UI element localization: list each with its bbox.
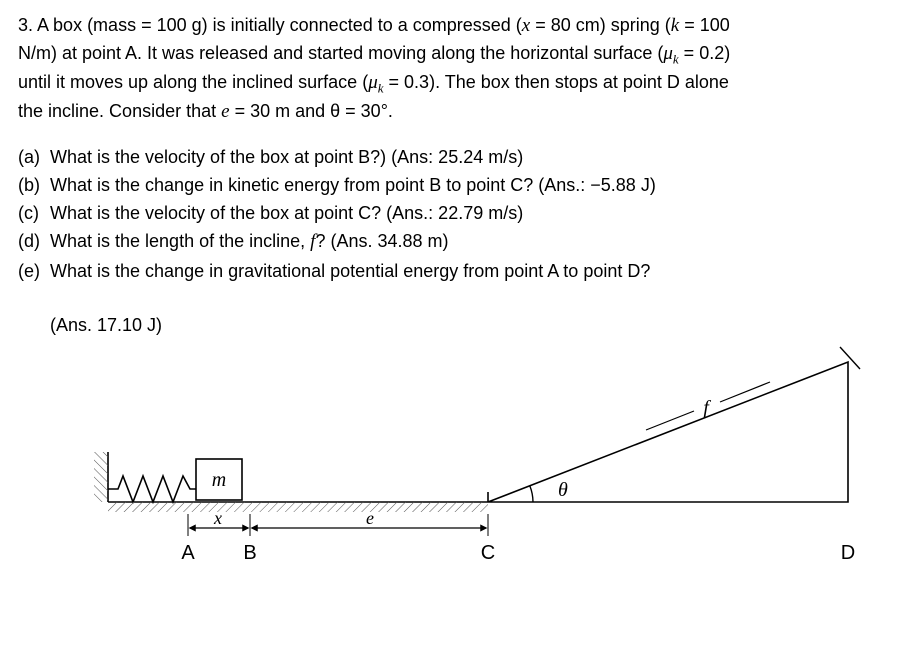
label-theta: θ: [558, 479, 568, 501]
horizontal-hatch: [108, 502, 488, 512]
t-p4d: .: [388, 101, 393, 121]
t-mu1val: 0.2: [699, 43, 724, 63]
part-question: What is the change in kinetic energy fro…: [50, 172, 902, 198]
part-e: (e) What is the change in gravitational …: [18, 258, 902, 284]
t-p1b: ) is initially connected to a compressed…: [202, 15, 522, 35]
part-question: What is the length of the incline, f? (A…: [50, 228, 902, 256]
t-mu1: μ: [663, 43, 673, 64]
leader-f-down: [646, 411, 694, 430]
part-c: (c) What is the velocity of the box at p…: [18, 200, 902, 226]
part-label: (a): [18, 144, 50, 170]
t-mu2: μ: [368, 72, 378, 93]
problem-statement: 3. A box (mass = 100 g) is initially con…: [18, 12, 902, 126]
wall-hatch: [94, 452, 108, 502]
spring-icon: [108, 476, 196, 502]
t-mass: 100 g: [157, 15, 202, 35]
t-evar: e: [221, 101, 229, 122]
part-question: What is the velocity of the box at point…: [50, 144, 902, 170]
t-p2c: ): [724, 43, 730, 63]
part-label: (d): [18, 228, 50, 256]
t-p2a: N/m) at point A. It was released and sta…: [18, 43, 663, 63]
part-question: What is the velocity of the box at point…: [50, 200, 902, 226]
problem-number: 3.: [18, 15, 33, 35]
t-p3a: until it moves up along the inclined sur…: [18, 72, 368, 92]
theta-arc: [530, 486, 533, 502]
question-parts-list: (a) What is the velocity of the box at p…: [18, 144, 902, 284]
part-label: (c): [18, 200, 50, 226]
part-label: (e): [18, 258, 50, 284]
part-d-pre: What is the length of the incline,: [50, 231, 310, 251]
t-p1d: ) spring (: [600, 15, 671, 35]
t-mu2val: 0.3: [404, 72, 429, 92]
label-m: m: [212, 469, 226, 491]
t-thetaval: 30°: [361, 101, 388, 121]
t-p1e: =: [679, 15, 700, 35]
part-d: (d) What is the length of the incline, f…: [18, 228, 902, 256]
t-p3b: =: [384, 72, 405, 92]
label-e: e: [366, 508, 374, 528]
t-p1a: A box (mass =: [37, 15, 157, 35]
label-B: B: [243, 542, 256, 564]
label-x: x: [213, 508, 222, 528]
t-p4c: and θ =: [290, 101, 361, 121]
t-kvar: k: [671, 15, 679, 36]
t-p2b: =: [679, 43, 700, 63]
label-A: A: [181, 542, 195, 564]
t-kval: 100: [700, 15, 730, 35]
t-p1c: =: [530, 15, 551, 35]
t-p4b: =: [230, 101, 251, 121]
part-question: What is the change in gravitational pote…: [50, 258, 902, 284]
t-evalue: 30 m: [250, 101, 290, 121]
nib-D-top: [840, 347, 860, 369]
diagram-svg: m x e θ f A B C D: [88, 344, 888, 574]
t-xvar: x: [522, 15, 530, 36]
incline-triangle: [488, 362, 848, 502]
part-label: (b): [18, 172, 50, 198]
part-a: (a) What is the velocity of the box at p…: [18, 144, 902, 170]
t-xval: 80 cm: [551, 15, 600, 35]
part-b: (b) What is the change in kinetic energy…: [18, 172, 902, 198]
label-D: D: [841, 542, 855, 564]
t-p4a: the incline. Consider that: [18, 101, 221, 121]
part-d-post: ? (Ans. 34.88 m): [315, 231, 448, 251]
part-e-answer: (Ans. 17.10 J): [18, 312, 902, 338]
physics-diagram: m x e θ f A B C D: [88, 344, 902, 581]
t-p3c: ). The box then stops at point D alone: [429, 72, 729, 92]
label-C: C: [481, 542, 495, 564]
leader-f-up: [720, 382, 770, 402]
